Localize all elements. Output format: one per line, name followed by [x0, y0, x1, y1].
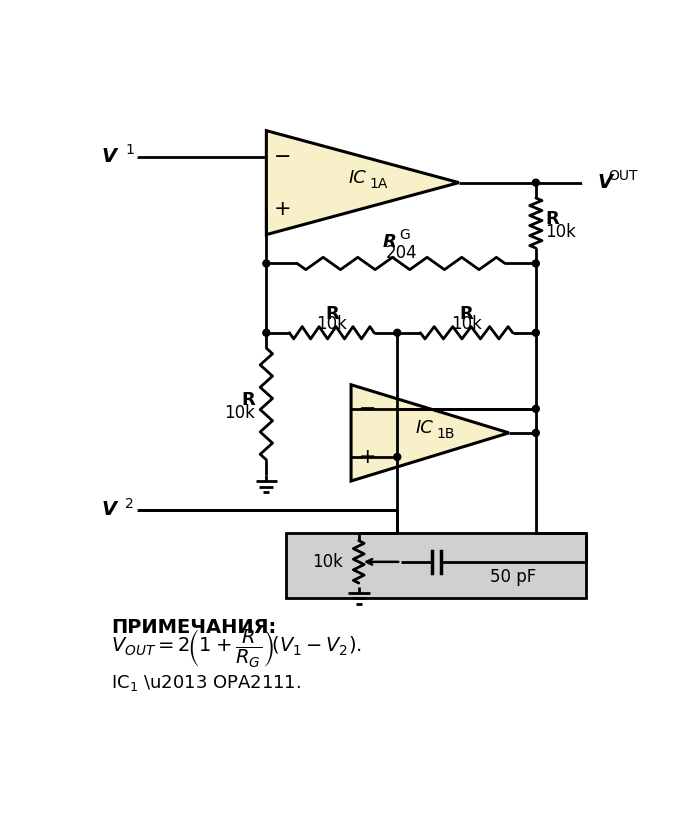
- Text: 10k: 10k: [224, 404, 255, 422]
- Text: IC: IC: [415, 419, 433, 437]
- Text: 10k: 10k: [545, 224, 576, 242]
- Text: +: +: [274, 198, 292, 219]
- Bar: [286, 533, 586, 598]
- Text: ПРИМЕЧАНИЯ:: ПРИМЕЧАНИЯ:: [111, 618, 276, 636]
- Text: R: R: [383, 233, 396, 251]
- Circle shape: [533, 330, 539, 336]
- Circle shape: [263, 330, 270, 336]
- Polygon shape: [266, 131, 459, 234]
- Text: 2: 2: [125, 497, 134, 511]
- Text: IC$_1$ \u2013 OPA2111.: IC$_1$ \u2013 OPA2111.: [111, 673, 301, 693]
- Text: R: R: [241, 391, 255, 409]
- Text: IC: IC: [349, 169, 367, 187]
- Circle shape: [127, 505, 136, 515]
- Text: V: V: [598, 173, 612, 192]
- Text: −: −: [274, 147, 292, 166]
- Circle shape: [533, 406, 539, 412]
- Text: −: −: [358, 399, 377, 419]
- Text: 1A: 1A: [370, 177, 388, 191]
- Circle shape: [533, 429, 539, 437]
- Polygon shape: [351, 385, 509, 481]
- Circle shape: [584, 178, 593, 187]
- Text: R: R: [325, 304, 339, 322]
- Text: R: R: [460, 304, 473, 322]
- Text: 50 pF: 50 pF: [491, 568, 537, 586]
- Text: $V_{OUT} = 2\!\left(1+\dfrac{R}{R_G}\right)\!(V_1-V_2).$: $V_{OUT} = 2\!\left(1+\dfrac{R}{R_G}\rig…: [111, 628, 362, 669]
- Circle shape: [263, 260, 270, 267]
- Text: 1: 1: [125, 144, 134, 157]
- Text: 10k: 10k: [312, 553, 344, 571]
- Text: +: +: [358, 447, 377, 467]
- Circle shape: [394, 454, 400, 460]
- Text: 10k: 10k: [451, 315, 482, 333]
- Circle shape: [533, 260, 539, 267]
- Circle shape: [394, 330, 400, 336]
- Text: OUT: OUT: [608, 170, 638, 184]
- Text: R: R: [545, 211, 559, 228]
- Text: 10k: 10k: [316, 315, 347, 333]
- Circle shape: [127, 152, 136, 162]
- Text: V: V: [101, 147, 116, 166]
- Text: 204: 204: [385, 245, 417, 263]
- Circle shape: [533, 180, 539, 186]
- Text: V: V: [101, 500, 116, 519]
- Text: 1B: 1B: [436, 428, 455, 441]
- Text: G: G: [400, 228, 410, 242]
